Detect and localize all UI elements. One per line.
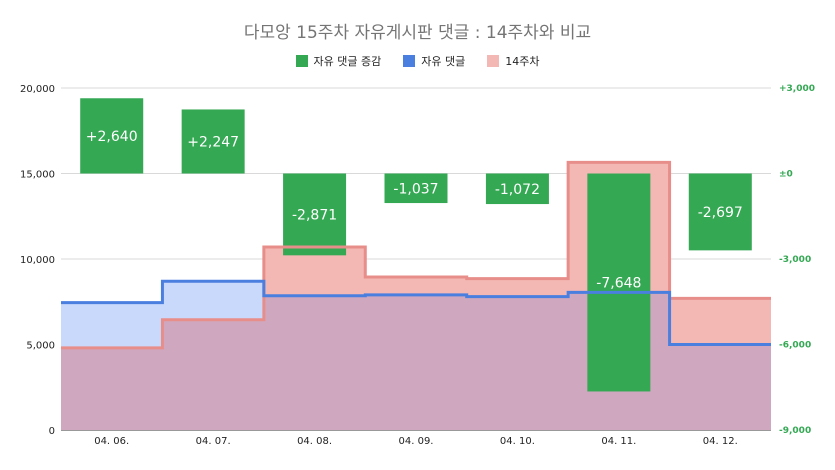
right-tick-label: -6,000 — [779, 341, 811, 351]
legend-item-current: 자유 댓글 — [403, 53, 465, 69]
bar-data-label: +2,640 — [86, 129, 138, 145]
legend-label-prev: 14주차 — [505, 55, 540, 68]
bar-6 — [587, 173, 651, 392]
chart-title: 다모앙 15주차 자유게시판 댓글 : 14주차와 비교 — [243, 23, 592, 43]
left-tick-label: 0 — [49, 426, 55, 437]
bar-3 — [283, 173, 347, 256]
bar-4 — [384, 173, 448, 204]
bar-data-label: -2,871 — [292, 207, 337, 223]
bar-data-label: -2,697 — [698, 205, 743, 221]
legend-item-prev: 14주차 — [487, 53, 539, 69]
series-line-current — [61, 279, 771, 346]
x-tick-label: 04. 10. — [500, 436, 535, 447]
x-tick-label: 04. 11. — [601, 436, 636, 447]
legend-swatch-prev — [487, 55, 500, 67]
right-tick-label: -9,000 — [779, 426, 811, 436]
right-tick-label: ±0 — [779, 170, 793, 180]
legend-label-current: 자유 댓글 — [421, 55, 466, 68]
bar-data-label: -1,037 — [393, 181, 438, 197]
x-tick-label: 04. 08. — [297, 436, 332, 447]
x-tick-label: 04. 09. — [399, 436, 434, 447]
bar-data-label: -1,072 — [495, 182, 540, 198]
bar-7 — [688, 173, 752, 251]
legend: 자유 댓글 증감 자유 댓글 14주차 — [0, 53, 835, 69]
legend-item-change: 자유 댓글 증감 — [295, 53, 382, 69]
x-tick-label: 04. 06. — [94, 436, 129, 447]
right-tick-label: +3,000 — [779, 84, 815, 94]
left-tick-label: 20,000 — [20, 84, 55, 95]
bar-2 — [181, 109, 245, 174]
right-tick-label: -3,000 — [779, 255, 811, 265]
legend-swatch-change — [295, 55, 308, 67]
left-tick-label: 10,000 — [20, 255, 55, 266]
left-tick-label: 15,000 — [20, 170, 55, 181]
legend-swatch-current — [403, 55, 416, 67]
x-tick-label: 04. 12. — [703, 436, 738, 447]
bar-1 — [80, 98, 144, 174]
legend-label-change: 자유 댓글 증감 — [313, 55, 382, 68]
bar-data-label: +2,247 — [187, 134, 239, 150]
left-tick-label: 5,000 — [26, 341, 55, 352]
x-tick-label: 04. 07. — [196, 436, 231, 447]
series-line-prev — [61, 160, 771, 350]
bar-5 — [485, 173, 549, 205]
bar-data-label: -7,648 — [596, 275, 641, 291]
